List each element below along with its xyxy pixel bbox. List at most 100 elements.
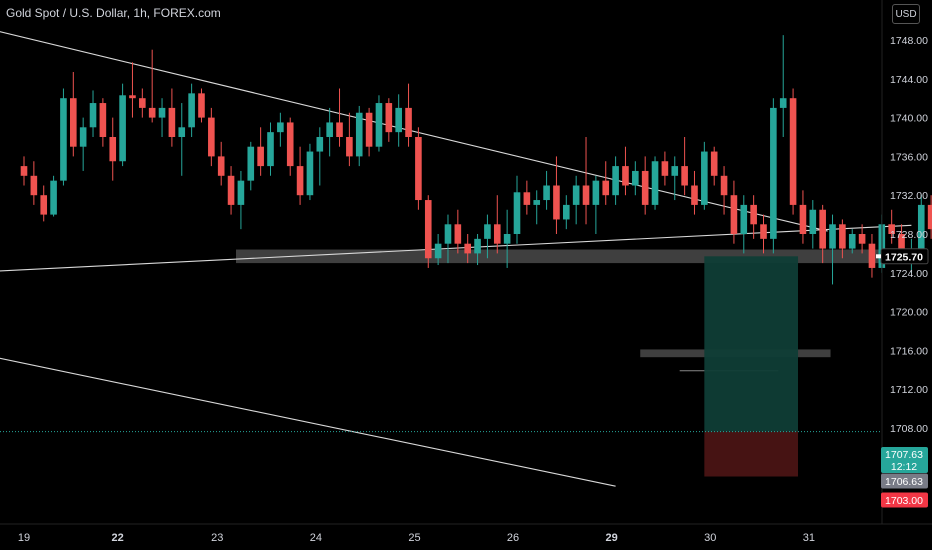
candle	[79, 117, 87, 171]
candle	[730, 180, 738, 244]
candle-body	[277, 122, 284, 133]
candle-body	[296, 166, 304, 196]
candle	[375, 95, 383, 152]
price-label-text: 1703.00	[885, 495, 923, 507]
candle	[612, 156, 619, 205]
time-tick-label: 25	[408, 532, 420, 544]
price-label-text: 1707.63	[885, 449, 923, 461]
price-label-bid: 1706.63	[881, 473, 928, 489]
candle	[198, 88, 205, 123]
candle-body	[582, 185, 590, 205]
currency-button[interactable]: USD	[892, 4, 920, 24]
candle	[543, 170, 550, 210]
price-label-text: 1706.63	[885, 476, 923, 488]
candle	[208, 107, 215, 167]
candle	[829, 214, 836, 285]
price-tick-label: 1744.00	[890, 74, 928, 86]
candle	[40, 185, 48, 222]
candle-layer	[20, 35, 932, 285]
candle	[651, 156, 659, 210]
candle	[178, 103, 186, 176]
time-tick-label: 19	[18, 532, 30, 544]
candle	[70, 72, 77, 157]
candle	[129, 62, 136, 118]
candle-body	[375, 103, 383, 147]
candle	[799, 190, 807, 244]
candle	[602, 161, 610, 205]
candle	[257, 127, 264, 176]
candle	[750, 195, 757, 239]
candle	[247, 141, 255, 191]
time-tick-label: 30	[704, 532, 716, 544]
candle-body	[346, 137, 353, 157]
price-label-box	[881, 492, 928, 508]
candle	[139, 88, 146, 118]
price-label-level: 1725.70	[876, 248, 929, 265]
candle-body	[553, 185, 560, 220]
candle	[681, 137, 688, 196]
candle-body	[385, 103, 393, 133]
candle-body	[20, 166, 28, 176]
price-tick-label: 1736.00	[890, 151, 928, 163]
stop-zone	[704, 431, 799, 477]
time-axis[interactable]: 19 22 23 24 25 26 29 30 31	[18, 532, 815, 544]
candle-body	[740, 204, 748, 234]
candle	[237, 170, 245, 230]
candle-body	[30, 175, 38, 196]
candle-body	[493, 224, 501, 244]
candle	[365, 107, 373, 157]
chart-title: Gold Spot / U.S. Dollar, 1h, FOREX.com	[6, 6, 221, 20]
candle	[819, 204, 826, 264]
candle	[493, 195, 501, 254]
candle-body	[661, 161, 669, 176]
candle	[119, 83, 126, 167]
candle-body	[868, 243, 876, 268]
candle-body	[454, 224, 462, 244]
candle-body	[336, 122, 343, 137]
candle-body	[158, 107, 166, 118]
candle-body	[612, 166, 619, 196]
candle-body	[691, 185, 698, 205]
candle	[572, 175, 580, 225]
candle	[385, 98, 393, 142]
candle-body	[602, 180, 610, 196]
candle-body	[129, 95, 136, 99]
candle	[760, 214, 767, 254]
candle-body	[760, 224, 767, 239]
candle-body	[405, 107, 412, 137]
price-tick-label: 1716.00	[890, 345, 928, 357]
candle	[464, 234, 471, 264]
price-tick-label: 1732.00	[890, 190, 928, 202]
candle-body	[839, 224, 846, 249]
time-tick-label: 29	[606, 532, 618, 544]
candle-body	[484, 224, 491, 239]
candle-body	[770, 107, 777, 239]
candle	[454, 209, 462, 254]
candle-body	[572, 185, 580, 205]
candle	[523, 180, 531, 215]
candle	[346, 112, 353, 167]
price-label-pointer	[876, 254, 881, 259]
candle-body	[563, 204, 570, 220]
candle	[50, 175, 57, 217]
candle-body	[671, 166, 679, 176]
candle	[306, 143, 314, 201]
candle-body	[188, 93, 195, 128]
candle-body	[888, 224, 895, 234]
price-axis[interactable]: 1748.00 1744.00 1740.00 1736.00 1732.00 1728.…	[890, 35, 928, 474]
candle	[336, 88, 343, 147]
candle-body	[148, 107, 156, 118]
countdown-text: 12:12	[891, 461, 917, 473]
candle-body	[592, 180, 600, 205]
candle	[355, 105, 363, 167]
price-tick-label: 1748.00	[890, 35, 928, 47]
position-tool[interactable]	[704, 256, 799, 477]
candle-body	[109, 137, 117, 162]
candle	[671, 156, 679, 201]
candle-body	[523, 192, 531, 205]
candle-body	[306, 151, 314, 196]
candle	[622, 146, 629, 196]
price-tick-label: 1712.00	[890, 384, 928, 396]
